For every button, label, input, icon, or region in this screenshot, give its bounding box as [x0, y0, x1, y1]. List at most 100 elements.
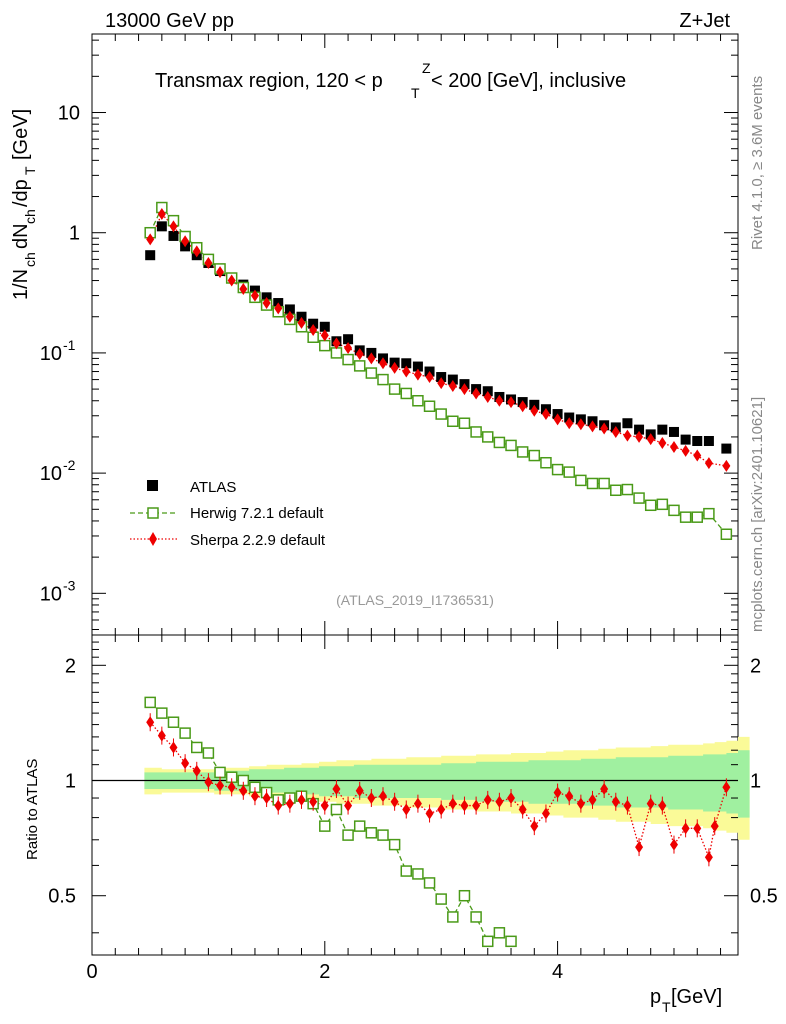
herwig-ratio-point: [388, 838, 401, 851]
herwig-point: [551, 463, 564, 476]
sherpa-ratio-point: [693, 822, 702, 835]
sherpa-ratio-point: [227, 781, 236, 794]
ratio-y-label: Ratio to ATLAS: [24, 759, 41, 860]
ratio-tick-label-right: 0.5: [750, 886, 778, 908]
sherpa-point: [681, 444, 690, 457]
herwig-ratio-point: [435, 893, 447, 905]
mcplots-label: mcplots.cern.ch [arXiv:2401.10621]: [749, 397, 766, 632]
sherpa-ratio-point: [402, 803, 411, 816]
herwig-point: [493, 436, 506, 449]
band-inner: [144, 750, 750, 818]
sherpa-point: [297, 316, 306, 329]
herwig-ratio-point: [505, 935, 517, 948]
sherpa-point: [507, 396, 516, 409]
herwig-point: [691, 511, 704, 523]
x-label-p: p: [650, 986, 661, 1008]
sherpa-point: [611, 425, 620, 438]
sherpa-ratio-point: [588, 793, 597, 806]
main-plot-frame: [91, 33, 739, 636]
sherpa-ratio-point: [495, 795, 504, 808]
sherpa-point: [669, 440, 678, 453]
herwig-point: [458, 417, 471, 429]
sherpa-ratio-point: [204, 776, 213, 789]
sherpa-point: [530, 404, 539, 417]
sherpa-ratio-point: [332, 783, 341, 796]
y-tick-label-main: 10 -2: [40, 457, 76, 485]
legend-sherpa-marker: [149, 532, 157, 546]
sherpa-point: [553, 413, 562, 426]
sherpa-point: [448, 380, 457, 393]
herwig-point: [656, 498, 669, 511]
herwig-ratio-point: [493, 927, 506, 939]
main-y-label-part2: dN: [10, 223, 32, 249]
atlas-point: [168, 230, 179, 241]
sherpa-point: [157, 208, 166, 221]
region-title-tail: < 200 [GeV], inclusive: [431, 70, 626, 92]
sherpa-ratio-point: [611, 795, 620, 808]
herwig-line: [149, 206, 727, 535]
main-y-label-part1: 1/N: [10, 269, 32, 300]
sherpa-point: [588, 420, 597, 433]
herwig-ratio-point: [365, 827, 378, 839]
sherpa-point: [541, 408, 550, 421]
herwig-ratio-point: [353, 820, 366, 832]
sherpa-ratio-point: [274, 799, 283, 812]
sherpa-ratio-point: [285, 797, 294, 810]
sherpa-point: [239, 283, 248, 296]
legend-herwig-marker: [147, 507, 159, 519]
atlas-point: [296, 311, 307, 322]
sherpa-ratio-point: [239, 784, 248, 797]
herwig-ratio-line: [149, 701, 512, 943]
herwig-point: [679, 511, 692, 523]
ratio-uncertainty-band: [92, 736, 750, 840]
atlas-point: [319, 321, 330, 332]
herwig-point: [388, 383, 401, 395]
sherpa-ratio-point: [658, 799, 667, 812]
atlas-point: [447, 374, 458, 385]
sherpa-point: [320, 329, 329, 342]
atlas-point: [634, 424, 645, 435]
y-tick-exp: -1: [63, 337, 76, 353]
atlas-point: [308, 318, 319, 329]
sherpa-ratio-point: [437, 803, 446, 816]
sherpa-ratio-point: [355, 784, 364, 797]
herwig-point: [481, 431, 494, 443]
atlas-point: [156, 221, 167, 232]
atlas-point: [703, 436, 714, 447]
herwig-point: [633, 492, 645, 504]
herwig-ratio-point: [167, 716, 180, 728]
region-title-sub: T: [411, 85, 420, 101]
herwig-point: [575, 474, 587, 487]
sherpa-ratio-point: [704, 851, 713, 864]
sherpa-point: [285, 310, 294, 323]
legend-atlas-marker: [147, 480, 158, 491]
sherpa-point: [704, 457, 713, 470]
region-title-main: Transmax region, 120 < p: [155, 70, 383, 92]
herwig-point: [342, 353, 354, 366]
sherpa-point: [402, 365, 411, 378]
herwig-ratio-point: [214, 766, 226, 779]
sherpa-ratio-point: [483, 793, 492, 806]
sherpa-point: [693, 449, 702, 462]
atlas-point: [692, 436, 703, 447]
atlas-point: [668, 426, 679, 437]
herwig-ratio-point: [470, 911, 482, 923]
herwig-point: [319, 339, 331, 352]
sherpa-point: [216, 266, 225, 279]
sherpa-point: [390, 361, 399, 374]
y-tick-label-main: 10: [58, 103, 80, 125]
sherpa-ratio-point: [669, 838, 678, 851]
header-right: Z+Jet: [679, 10, 730, 32]
atlas-point: [680, 434, 691, 445]
sherpa-point: [623, 429, 632, 442]
atlas-point: [721, 443, 732, 454]
atlas-point: [145, 250, 156, 261]
sherpa-ratio-point: [472, 799, 481, 812]
sherpa-point: [413, 368, 422, 381]
sherpa-ratio-point: [146, 716, 155, 729]
x-tick-label: 2: [319, 961, 330, 983]
sherpa-ratio-point: [425, 807, 434, 820]
sherpa-ratio-point: [413, 797, 422, 810]
sherpa-ratio-point: [157, 729, 166, 742]
sherpa-ratio-point: [710, 820, 719, 833]
